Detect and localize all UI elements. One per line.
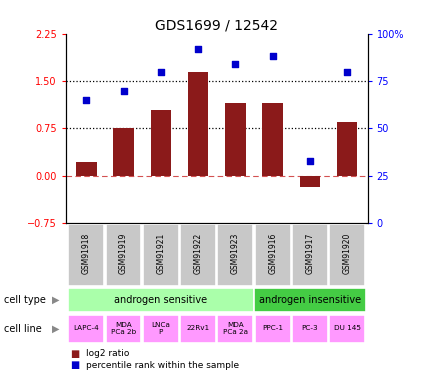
Point (232, 61, 239, 67)
Bar (225, 103, 246, 176)
Text: GSM91918: GSM91918 (82, 233, 91, 274)
Text: LAPC-4: LAPC-4 (74, 326, 99, 332)
Text: MDA
PCa 2b: MDA PCa 2b (111, 322, 136, 335)
Bar (68, 288, 254, 312)
Text: MDA
PCa 2a: MDA PCa 2a (223, 322, 248, 335)
Text: GSM91920: GSM91920 (343, 233, 351, 274)
Point (195, 46, 201, 52)
Text: GSM91917: GSM91917 (306, 233, 314, 274)
Text: GSM91921: GSM91921 (156, 233, 165, 274)
Text: PC-3: PC-3 (302, 326, 318, 332)
Bar (292, 224, 328, 286)
Bar (188, 72, 208, 176)
Text: GSM91922: GSM91922 (194, 233, 203, 274)
Bar (143, 315, 179, 344)
Point (83, 97, 90, 103)
Bar (300, 176, 320, 187)
Bar (218, 315, 253, 344)
Bar (180, 224, 216, 286)
Text: GSM91919: GSM91919 (119, 233, 128, 274)
Text: PPC-1: PPC-1 (262, 326, 283, 332)
Bar (143, 224, 179, 286)
Bar (68, 315, 104, 344)
Text: androgen sensitive: androgen sensitive (114, 295, 207, 305)
Bar (68, 224, 104, 286)
Bar (106, 224, 142, 286)
Bar (150, 110, 171, 176)
Text: androgen insensitive: androgen insensitive (259, 295, 361, 305)
Text: cell line: cell line (4, 324, 42, 334)
Text: log2 ratio: log2 ratio (86, 349, 130, 358)
Bar (113, 128, 134, 176)
Text: ▶: ▶ (51, 324, 59, 334)
Bar (262, 103, 283, 176)
Text: ■: ■ (70, 360, 79, 370)
Point (120, 88, 127, 94)
Bar (337, 122, 357, 176)
Bar (292, 315, 328, 344)
Text: DU 145: DU 145 (334, 326, 361, 332)
Text: LNCa
P: LNCa P (151, 322, 170, 335)
Point (344, 69, 351, 75)
Bar (255, 315, 291, 344)
Bar (329, 224, 365, 286)
Point (269, 54, 276, 60)
Text: cell type: cell type (4, 295, 46, 305)
Point (158, 69, 164, 75)
Bar (255, 224, 291, 286)
Bar (329, 315, 365, 344)
Text: 22Rv1: 22Rv1 (187, 326, 210, 332)
Text: GSM91916: GSM91916 (268, 233, 277, 274)
Text: ▶: ▶ (51, 295, 59, 305)
Bar (106, 315, 142, 344)
Point (306, 158, 313, 164)
Text: GSM91923: GSM91923 (231, 233, 240, 274)
Bar (76, 162, 96, 176)
Bar (180, 315, 216, 344)
Bar (218, 224, 253, 286)
Text: percentile rank within the sample: percentile rank within the sample (86, 361, 239, 370)
Text: ■: ■ (70, 349, 79, 359)
Bar (254, 288, 366, 312)
Title: GDS1699 / 12542: GDS1699 / 12542 (155, 19, 278, 33)
